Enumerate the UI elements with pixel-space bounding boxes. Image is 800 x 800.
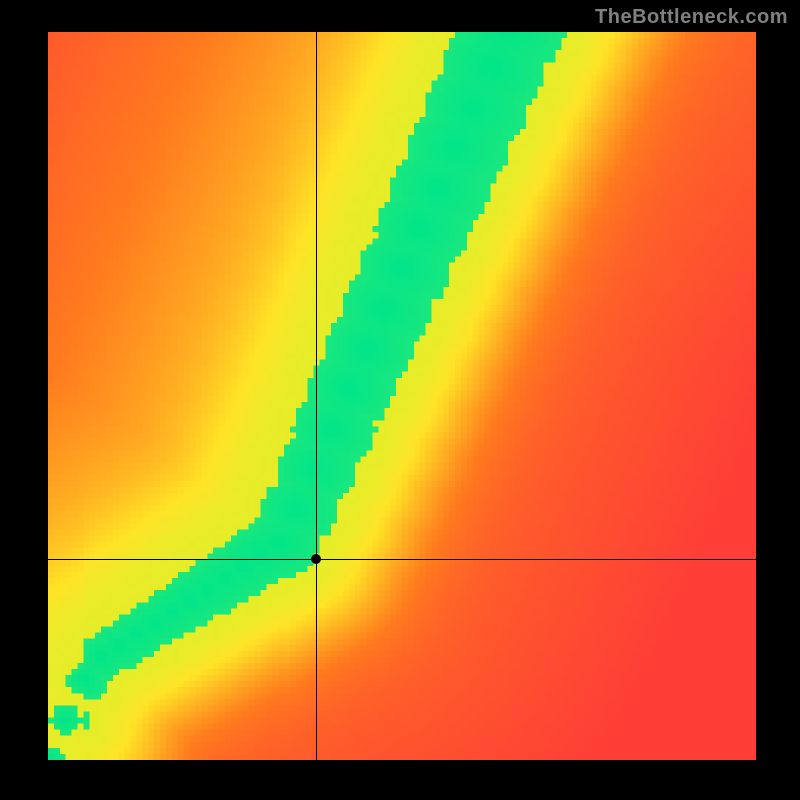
watermark-text: TheBottleneck.com	[595, 6, 788, 29]
heatmap-canvas	[48, 32, 756, 760]
crosshair-point	[311, 554, 321, 564]
chart-container: TheBottleneck.com	[0, 0, 800, 800]
heatmap-plot	[48, 32, 756, 760]
crosshair-vertical	[316, 32, 317, 760]
crosshair-horizontal	[48, 559, 756, 560]
